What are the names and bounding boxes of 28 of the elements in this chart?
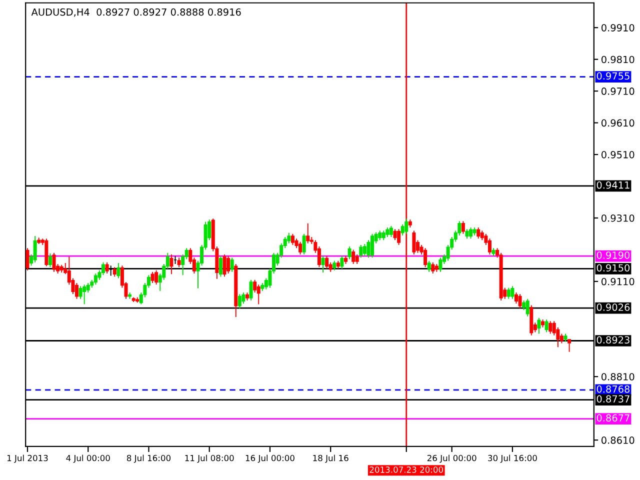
ref-line-label: 0.8737 [596,395,630,403]
y-tick-label: 0.9510 [602,151,634,158]
ref-line-label: 0.9026 [596,304,630,311]
y-tick-label: 0.9310 [602,214,634,222]
y-tick-label: 0.9110 [602,278,634,286]
x-tick-label: 11 Jul 08:00 [185,454,234,463]
chart-title: AUDUSD,H4 0.8927 0.8927 0.8888 0.8916 [31,8,241,17]
ref-line-label: 0.9190 [596,252,630,259]
y-tick-label: 0.9610 [602,119,634,127]
ref-line-label: 0.9150 [596,264,630,272]
y-tick-label: 0.8610 [602,436,634,444]
y-tick-label: 0.9810 [602,56,634,64]
x-tick-label: 30 Jul 16:00 [488,454,537,463]
ref-line-label: 0.8768 [596,385,630,393]
x-tick-label: 2013.07.23 20:00 [370,466,444,473]
x-tick-label: 8 Jul 16:00 [126,454,171,463]
y-tick-label: 0.8810 [602,373,634,380]
ref-line-label: 0.8923 [596,336,630,344]
ref-line-label: 0.8677 [596,414,630,422]
y-tick-label: 0.9710 [602,88,634,95]
x-tick-label: 18 Jul 16 [313,454,348,463]
y-tick-label: 0.9910 [602,24,634,32]
x-tick-label: 1 Jul 2013 [7,454,48,463]
x-tick-label: 4 Jul 00:00 [66,454,110,463]
ref-line-label: 0.9411 [596,181,630,189]
x-tick-label: 16 Jul 00:00 [246,454,294,463]
ref-line-label: 0.9755 [596,72,630,80]
x-tick-label: 26 Jul 00:00 [427,454,476,463]
